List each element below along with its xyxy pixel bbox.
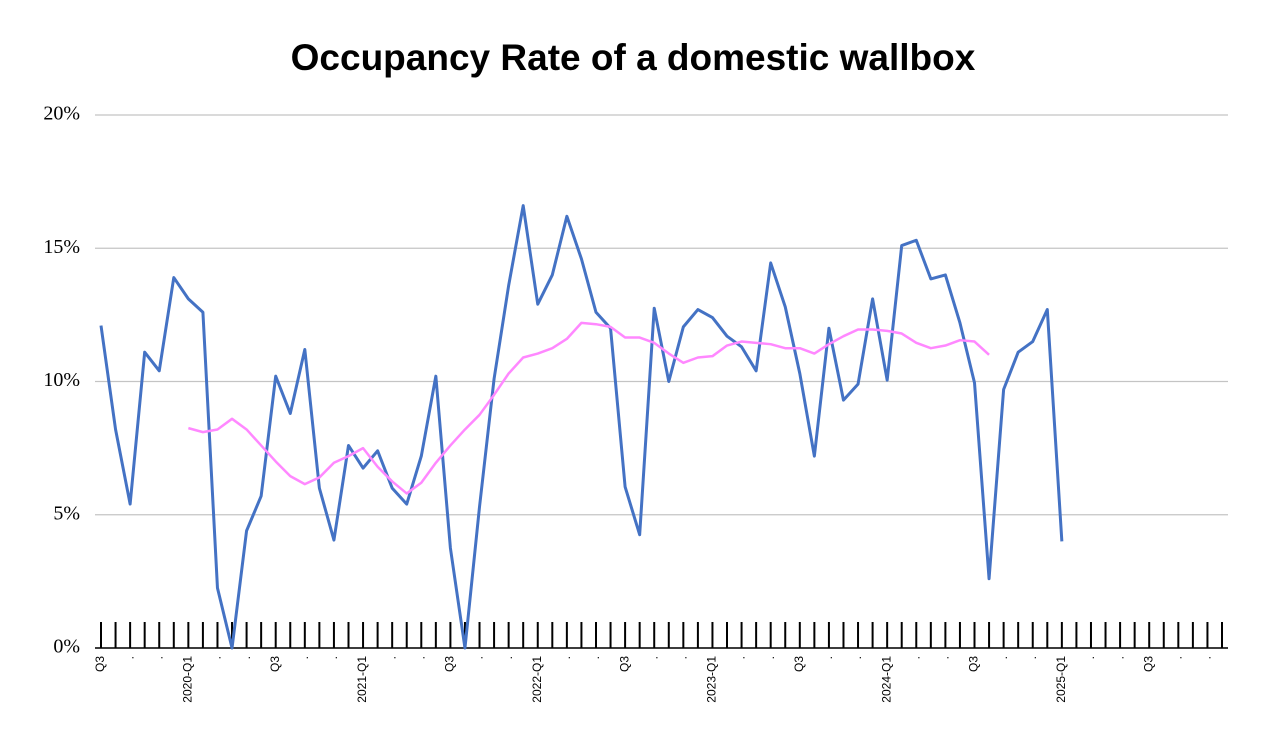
y-tick-label: 10%: [43, 369, 80, 391]
x-tick-label: Q3: [617, 656, 631, 672]
x-tick-label: Q3: [967, 656, 981, 672]
series-line: [188, 321, 990, 495]
x-tick-label: .: [413, 656, 427, 659]
x-tick-label: .: [1170, 656, 1184, 659]
x-tick-label: Q3: [792, 656, 806, 672]
x-tick-label: .: [850, 656, 864, 659]
x-tick-label: .: [676, 656, 690, 659]
x-tick-label: 2022-Q1: [530, 656, 544, 703]
x-tick-label: .: [821, 656, 835, 659]
y-tick-label: 0%: [53, 636, 80, 658]
x-tick-label: .: [151, 656, 165, 659]
x-tick-label: .: [472, 656, 486, 659]
x-tick-label: .: [239, 656, 253, 659]
x-tick-label: .: [297, 656, 311, 659]
x-tick-label: .: [501, 656, 515, 659]
x-tick-label: .: [1112, 656, 1126, 659]
y-tick-label: 5%: [53, 502, 80, 524]
x-tick-label: .: [588, 656, 602, 659]
x-tick-label: Q3: [443, 656, 457, 672]
series-line: [99, 204, 1064, 650]
x-tick-label: .: [646, 656, 660, 659]
x-tick-label: .: [559, 656, 573, 659]
x-tick-label: .: [122, 656, 136, 659]
x-tick-label: .: [763, 656, 777, 659]
x-tick-label: .: [1025, 656, 1039, 659]
chart-title: Occupancy Rate of a domestic wallbox: [291, 37, 976, 78]
x-tick-label: 2021-Q1: [355, 656, 369, 703]
x-tick-label: .: [384, 656, 398, 659]
x-tick-label: 2024-Q1: [879, 656, 893, 703]
x-tick-label: .: [1200, 656, 1214, 659]
x-tick-label: .: [996, 656, 1010, 659]
x-tick-label: .: [210, 656, 224, 659]
x-tick-label: .: [938, 656, 952, 659]
x-tick-label: 2023-Q1: [705, 656, 719, 703]
y-tick-label: 20%: [43, 103, 80, 125]
x-tick-label: Q3: [93, 656, 107, 672]
x-tick-label: .: [326, 656, 340, 659]
y-tick-label: 15%: [43, 236, 80, 258]
x-tick-label: .: [908, 656, 922, 659]
x-tick-label: 2025-Q1: [1054, 656, 1068, 703]
x-tick-label: Q3: [1141, 656, 1155, 672]
x-tick-label: .: [1083, 656, 1097, 659]
x-tick-label: 2020-Q1: [181, 656, 195, 703]
x-tick-label: Q3: [268, 656, 282, 672]
x-tick-label: .: [734, 656, 748, 659]
